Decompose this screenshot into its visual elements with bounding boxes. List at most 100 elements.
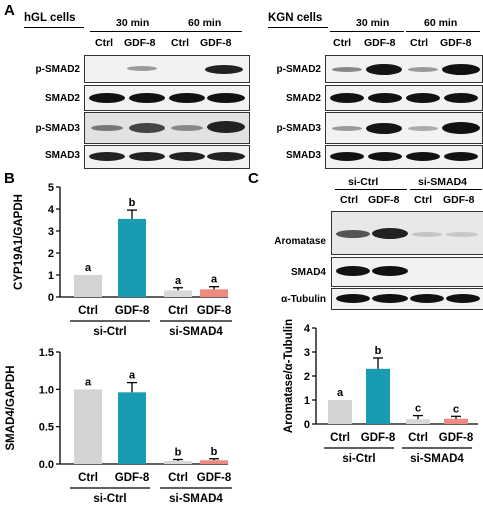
bar [118, 218, 146, 297]
hgl-row-label: p-SMAD2 [35, 64, 80, 75]
x-tick-label: GDF-8 [439, 432, 474, 444]
significance-letter: a [85, 376, 92, 388]
c-lane-4: GDF-8 [443, 194, 475, 206]
significance-letter: b [175, 447, 182, 459]
kgn-time-60: 60 min [424, 17, 458, 29]
x-tick-label: GDF-8 [115, 305, 150, 317]
y-tick-label: 5 [48, 182, 54, 194]
bar [164, 461, 192, 464]
c-row-label: Aromatase [274, 236, 326, 247]
panel-label-a: A [4, 2, 15, 19]
cyp19a1-bar-chart: 0 1 2 3 4 5 CYP19A1/GAPDH a Ctrl b GDF-8 a Ctrl a GDF-… [13, 182, 232, 335]
bar [444, 418, 468, 424]
group-label: si-Ctrl [93, 326, 126, 335]
c-row-label: α-Tubulin [281, 294, 326, 305]
x-tick-label: Ctrl [78, 472, 98, 484]
hgl-row-label: p-SMAD3 [35, 123, 80, 134]
y-axis-label: CYP19A1/GAPDH [13, 194, 25, 290]
kgn-lane-3: Ctrl [410, 37, 429, 49]
bar [118, 392, 146, 464]
hgl-time-30: 30 min [116, 17, 150, 29]
c-group-si-ctrl-line [335, 189, 407, 190]
bar [200, 289, 228, 297]
hgl-row-label: SMAD3 [44, 150, 80, 161]
significance-letter: a [337, 387, 344, 399]
c-blot-smad4 [331, 257, 483, 287]
c-lane-1: Ctrl [340, 194, 359, 206]
x-tick-label: Ctrl [330, 432, 350, 444]
hgl-time-60-line [166, 31, 242, 32]
hgl-row-label: SMAD2 [44, 93, 80, 104]
c-group-si-smad4: si-SMAD4 [418, 176, 468, 188]
hgl-blot-p-smad2 [84, 55, 250, 83]
kgn-title: KGN cells [268, 12, 323, 24]
kgn-lane-2: GDF-8 [364, 37, 396, 49]
c-row-label: SMAD4 [290, 267, 326, 278]
x-tick-label: Ctrl [168, 305, 188, 317]
bar [328, 400, 352, 424]
smad4-bar-chart: 0.0 0.5 1.0 1.5 SMAD4/GAPDH a Ctrl a GDF-8 b Ctrl b… [5, 347, 232, 505]
kgn-blot-smad2 [325, 85, 483, 111]
c-blot-aromatase [331, 211, 483, 255]
group-label: si-SMAD4 [410, 453, 464, 465]
bar [74, 275, 102, 297]
kgn-blot-smad3 [325, 145, 483, 169]
x-tick-label: Ctrl [168, 472, 188, 484]
x-tick-label: GDF-8 [361, 432, 396, 444]
y-tick-label: 1.0 [39, 384, 54, 396]
kgn-time-60-line [406, 31, 480, 32]
y-axis-label: Aromatase/α-Tubulin [283, 319, 295, 433]
y-tick-label: 0.5 [39, 422, 54, 434]
kgn-row-label: p-SMAD2 [276, 64, 321, 75]
significance-letter: b [129, 197, 136, 209]
hgl-blot-p-smad3 [84, 112, 250, 144]
y-tick-label: 3 [304, 347, 310, 359]
kgn-lane-1: Ctrl [333, 37, 352, 49]
hgl-blot-smad2 [84, 85, 250, 111]
y-tick-label: 1 [304, 395, 310, 407]
kgn-blot-p-smad2 [325, 55, 483, 83]
kgn-time-30: 30 min [356, 17, 390, 29]
hgl-time-60: 60 min [188, 17, 222, 29]
hgl-blot-smad3 [84, 145, 250, 169]
y-tick-label: 4 [48, 204, 55, 216]
y-tick-label: 1 [48, 270, 54, 282]
y-tick-label: 0.0 [39, 459, 54, 471]
bar [164, 290, 192, 297]
group-label: si-Ctrl [342, 453, 375, 465]
bar [366, 368, 390, 424]
y-tick-label: 2 [304, 371, 310, 383]
bar [200, 460, 228, 464]
hgl-lane-3: Ctrl [171, 37, 190, 49]
y-tick-label: 2 [48, 248, 54, 260]
significance-letter: c [415, 403, 421, 415]
bar [406, 419, 430, 424]
c-blot-tubulin [331, 288, 483, 310]
hgl-time-30-line [90, 31, 166, 32]
significance-letter: b [375, 345, 382, 357]
y-tick-label: 3 [48, 226, 54, 238]
hgl-lane-2: GDF-8 [124, 37, 156, 49]
c-group-si-smad4-line [410, 189, 482, 190]
kgn-row-label: p-SMAD3 [276, 123, 321, 134]
c-group-si-ctrl: si-Ctrl [348, 176, 379, 188]
y-tick-label: 4 [304, 323, 311, 335]
x-tick-label: GDF-8 [197, 305, 232, 317]
panel-label-c: C [248, 170, 259, 187]
kgn-row-label: SMAD3 [285, 150, 321, 161]
bar [74, 389, 102, 464]
significance-letter: c [453, 403, 459, 415]
panel-label-b: B [4, 170, 15, 187]
y-tick-label: 1.5 [39, 347, 54, 359]
significance-letter: a [129, 370, 136, 382]
significance-letter: a [175, 275, 182, 287]
kgn-row-label: SMAD2 [285, 93, 321, 104]
y-tick-label: 0 [304, 419, 310, 431]
kgn-time-30-line [330, 31, 404, 32]
aromatase-bar-chart: 0 1 2 3 4 Aromatase/α-Tubulin a Ctrl b GDF-8 c Ctrl… [283, 319, 478, 465]
x-tick-label: Ctrl [78, 305, 98, 317]
y-tick-label: 0 [48, 292, 54, 304]
kgn-title-underline [268, 27, 328, 28]
y-axis-label: SMAD4/GAPDH [5, 366, 17, 451]
significance-letter: a [211, 274, 218, 286]
